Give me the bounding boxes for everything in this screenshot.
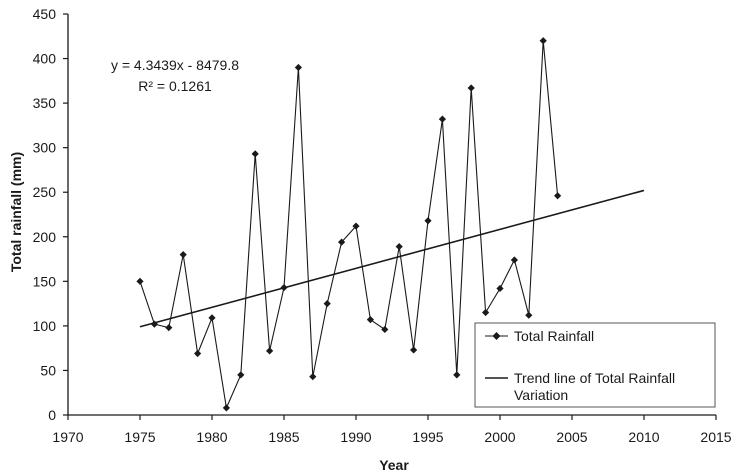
legend-trend-label: Trend line of Total Rainfall Variation [514,370,679,403]
legend-rainfall-label: Total Rainfall [514,328,594,344]
total-rainfall-markers [136,37,562,412]
legend-trend-label-line2: Variation [514,387,568,403]
rainfall-point [554,192,562,200]
x-tick-label: 1985 [268,429,299,445]
x-axis-title: Year [379,457,409,473]
y-tick-label: 450 [33,6,57,22]
rainfall-point [395,242,403,251]
r-squared-label: R² = 0.1261 [138,78,212,94]
rainfall-point [251,150,259,158]
y-axis-title: Total rainfall (mm) [8,152,24,272]
y-tick-label: 350 [33,95,57,111]
rainfall-point [496,284,504,293]
rainfall-point [381,325,389,334]
rainfall-point [222,404,230,412]
x-tick-label: 1995 [412,429,443,445]
rainfall-point [510,256,518,264]
rainfall-point [410,346,418,354]
rainfall-point [482,308,490,317]
x-tick-label: 2015 [700,429,731,445]
rainfall-point [338,238,346,246]
rainfall-point [165,324,173,332]
x-tick-label: 1975 [124,429,155,445]
x-tick-label: 2005 [556,429,587,445]
legend-box [474,322,716,408]
x-axis-ticks: 1970 1975 1980 1985 1990 1995 2000 2005 2010 2015 [52,415,732,445]
rainfall-point [467,84,475,92]
rainfall-point [208,314,216,322]
legend-diamond-icon [492,332,501,340]
rainfall-point [194,349,202,358]
rainfall-point [352,222,360,230]
y-tick-label: 50 [40,362,56,378]
rainfall-point [366,316,374,324]
rainfall-point [237,371,245,379]
rainfall-point [424,217,432,225]
rainfall-point [539,37,547,45]
y-axis-ticks: 0 50 100 150 200 250 300 350 400 450 [33,6,68,423]
y-tick-label: 150 [33,273,57,289]
rainfall-point [323,300,331,308]
x-tick-label: 2010 [628,429,659,445]
x-tick-label: 1980 [196,429,227,445]
rainfall-point [453,371,461,379]
y-tick-label: 300 [33,140,57,156]
x-tick-label: 2000 [484,429,515,445]
y-tick-label: 400 [33,51,57,67]
y-tick-label: 250 [33,184,57,200]
x-tick-label: 1970 [52,429,83,445]
rainfall-point [179,251,187,259]
rainfall-point [309,373,317,381]
rainfall-point [266,347,274,355]
rainfall-point [150,320,158,328]
y-tick-label: 0 [48,407,56,423]
legend-trend-label-line1: Trend line of Total Rainfall [514,370,675,386]
rainfall-point [438,115,446,123]
rainfall-point [294,63,302,72]
trend-line [139,189,645,328]
y-tick-label: 100 [33,318,57,334]
legend: Total Rainfall Trend line of Total Rainf… [474,322,716,408]
rainfall-point [136,277,144,285]
trend-equation: y = 4.3439x - 8479.8 [111,57,239,73]
y-tick-label: 200 [33,229,57,245]
rainfall-point [525,311,533,319]
total-rainfall-line [139,40,559,410]
x-tick-label: 1990 [340,429,371,445]
rainfall-point [280,283,288,292]
